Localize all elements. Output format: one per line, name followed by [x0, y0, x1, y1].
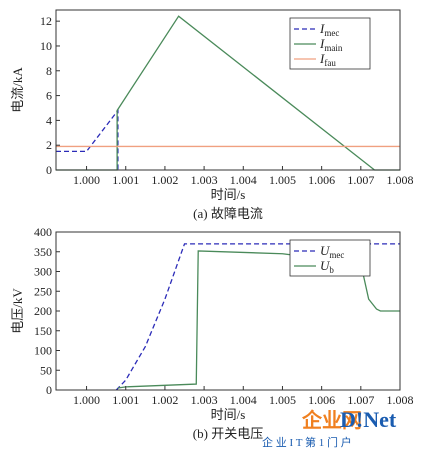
y-tick-label: 0: [46, 163, 52, 177]
y-tick-label: 400: [34, 225, 52, 239]
x-tick-label: 1.002: [151, 393, 178, 407]
legend-name: I: [319, 21, 325, 36]
legend-subscript: mec: [324, 28, 339, 38]
legend-label: Imec: [319, 21, 339, 38]
x-tick-label: 1.001: [112, 173, 139, 187]
y-tick-label: 350: [34, 245, 52, 259]
x-axis-label: 时间/s: [211, 407, 246, 422]
legend-label: Umec: [320, 243, 344, 260]
x-tick-label: 1.007: [347, 173, 374, 187]
x-tick-label: 1.008: [387, 393, 414, 407]
y-axis-label: 电流/kA: [10, 67, 25, 113]
y-tick-label: 300: [34, 265, 52, 279]
x-tick-label: 1.004: [230, 173, 257, 187]
x-tick-label: 1.008: [387, 173, 414, 187]
y-tick-label: 250: [34, 284, 52, 298]
x-tick-label: 1.006: [308, 173, 335, 187]
y-tick-label: 8: [46, 64, 52, 78]
legend-subscript: b: [329, 265, 334, 275]
legend-box: [289, 239, 371, 277]
x-tick-label: 1.003: [191, 393, 218, 407]
x-tick-label: 1.005: [269, 393, 296, 407]
legend-subscript: mec: [329, 250, 344, 260]
legend-subscript: fau: [324, 58, 336, 68]
x-tick-label: 1.006: [308, 393, 335, 407]
x-tick-label: 1.000: [73, 173, 100, 187]
y-tick-label: 2: [46, 138, 52, 152]
watermark-logo: 企业网: [301, 408, 362, 432]
x-tick-label: 1.004: [230, 393, 257, 407]
series-line: [56, 108, 119, 170]
y-tick-label: 200: [34, 304, 52, 318]
x-tick-label: 1.003: [191, 173, 218, 187]
legend-name: I: [319, 36, 325, 51]
x-tick-label: 1.005: [269, 173, 296, 187]
y-tick-label: 10: [40, 39, 52, 53]
watermark-brand: D!Net: [340, 407, 397, 432]
legend-name: U: [320, 243, 331, 258]
x-tick-label: 1.000: [73, 393, 100, 407]
legend-label: Ub: [320, 258, 334, 275]
legend-subscript: main: [324, 43, 342, 53]
x-tick-label: 1.001: [112, 393, 139, 407]
y-tick-label: 12: [40, 14, 52, 28]
y-tick-label: 50: [40, 363, 52, 377]
y-tick-label: 0: [46, 383, 52, 397]
caption: (b) 开关电压: [193, 426, 263, 441]
y-tick-label: 4: [46, 113, 52, 127]
y-axis-label: 电压/kV: [10, 288, 25, 334]
legend-label: Ifau: [319, 51, 336, 68]
legend-name: I: [319, 51, 325, 66]
legend-name: U: [320, 258, 331, 273]
x-tick-label: 1.007: [347, 393, 374, 407]
series-line: [115, 243, 400, 391]
axes-frame: [55, 9, 401, 171]
y-tick-label: 6: [46, 89, 52, 103]
y-tick-label: 150: [34, 324, 52, 338]
legend-label: Imain: [319, 36, 343, 53]
x-tick-label: 1.002: [151, 173, 178, 187]
watermark-slogan: 企 业 I T 第 1 门 户: [262, 435, 352, 449]
x-axis-label: 时间/s: [211, 187, 246, 202]
y-tick-label: 100: [34, 344, 52, 358]
caption: (a) 故障电流: [193, 206, 263, 221]
